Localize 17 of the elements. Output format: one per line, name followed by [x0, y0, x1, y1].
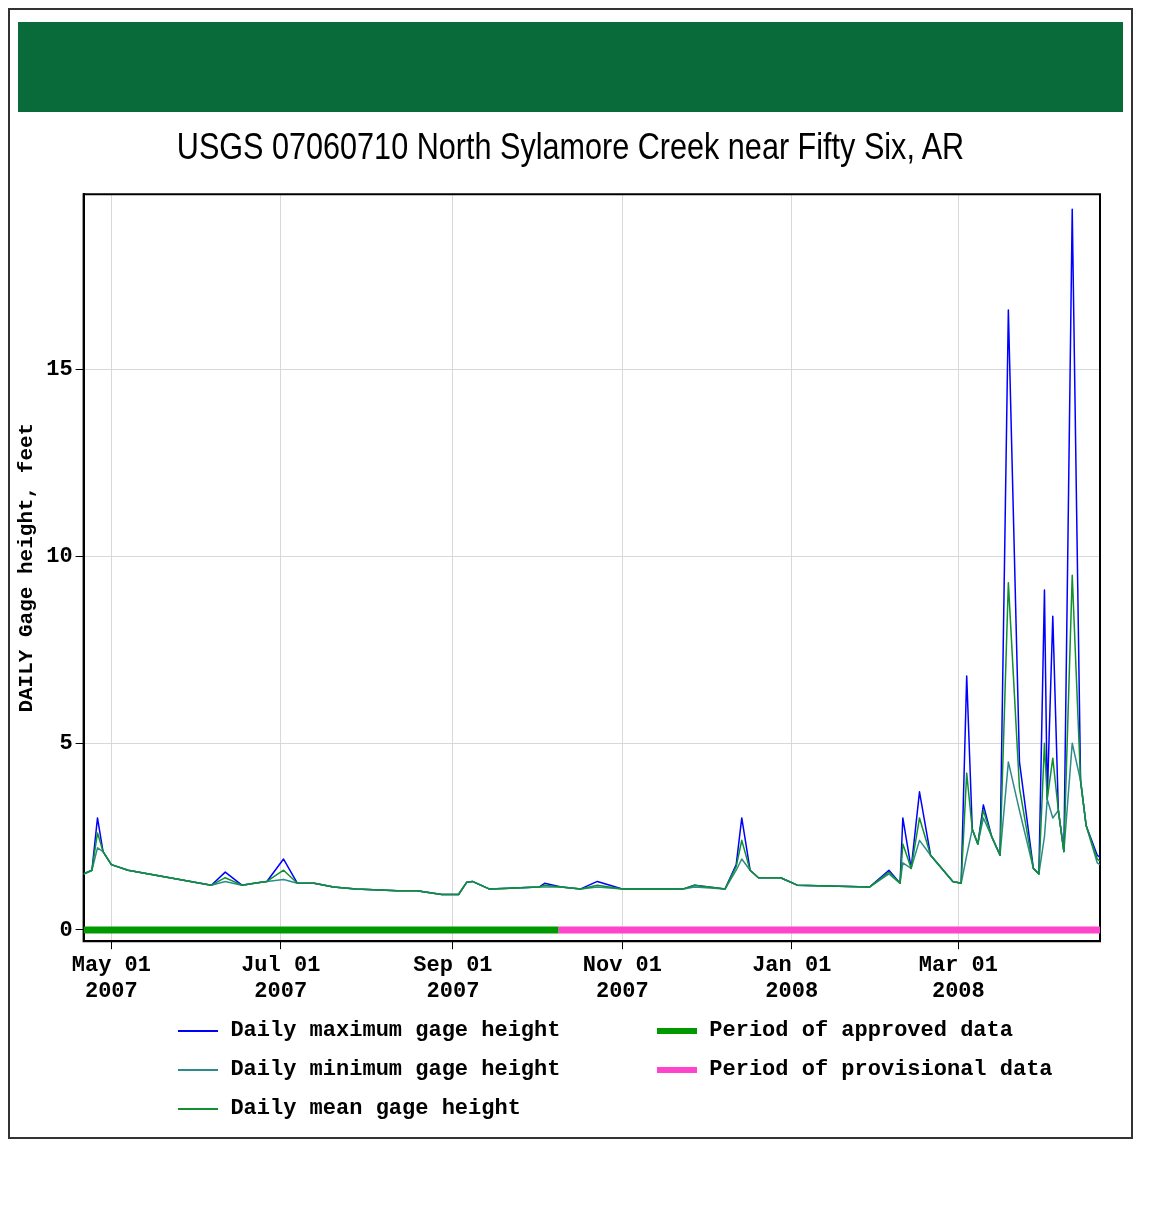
- legend-label: Daily mean gage height: [230, 1096, 521, 1121]
- legend-label: Daily maximum gage height: [230, 1018, 561, 1043]
- x-tick-label: Nov 01 2007: [582, 952, 662, 1005]
- y-tick-label: 10: [46, 544, 73, 570]
- x-tick-label: Jan 01 2008: [752, 952, 832, 1005]
- x-tick-label: Sep 01 2007: [413, 952, 493, 1005]
- legend-label: Period of approved data: [709, 1018, 1013, 1043]
- y-tick-label: 5: [59, 730, 73, 756]
- x-tick-label: Jul 01 2007: [241, 952, 321, 1005]
- y-tick-label: 0: [59, 917, 73, 943]
- legend-label: Daily minimum gage height: [230, 1057, 561, 1082]
- y-axis-title: DAILY Gage height, feet: [14, 422, 38, 713]
- x-tick-label: May 01 2007: [71, 952, 151, 1005]
- y-tick-label: 15: [46, 357, 73, 383]
- legend-label: Period of provisional data: [709, 1057, 1053, 1082]
- x-tick-label: Mar 01 2008: [918, 952, 998, 1005]
- chart-title: USGS 07060710 North Sylamore Creek near Fifty Six, AR: [175, 126, 966, 168]
